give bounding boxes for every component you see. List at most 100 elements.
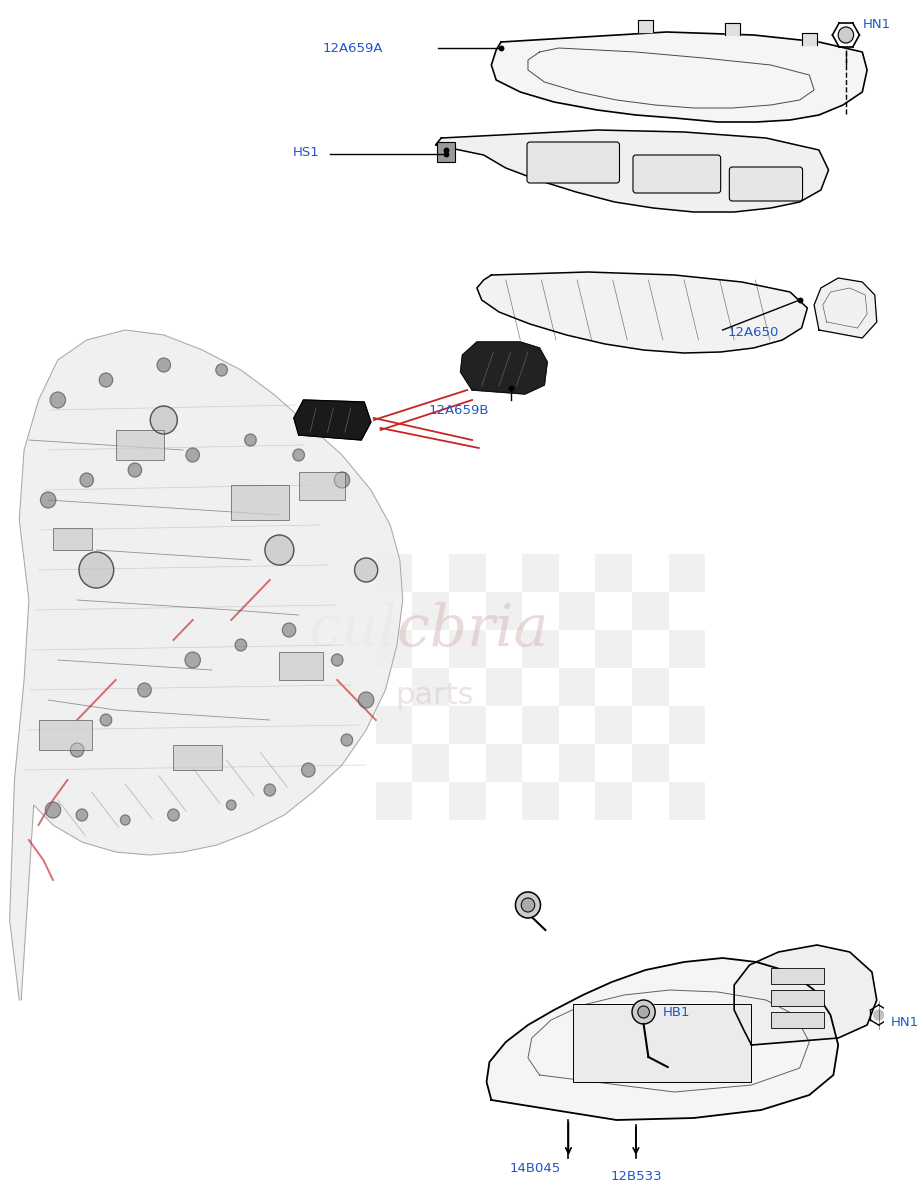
Polygon shape <box>801 32 817 44</box>
Bar <box>559 668 596 706</box>
Circle shape <box>264 784 275 796</box>
Bar <box>375 554 412 592</box>
Circle shape <box>45 802 61 818</box>
Bar <box>522 782 559 820</box>
Circle shape <box>227 800 236 810</box>
Circle shape <box>151 406 177 434</box>
Bar <box>573 1004 752 1082</box>
Circle shape <box>99 373 113 386</box>
Bar <box>437 142 454 162</box>
Bar <box>449 630 486 668</box>
Polygon shape <box>638 20 654 32</box>
Bar <box>771 1012 823 1028</box>
Bar <box>412 744 449 782</box>
Bar <box>375 782 412 820</box>
Text: parts: parts <box>395 680 474 709</box>
Bar <box>231 485 289 520</box>
Circle shape <box>293 449 305 461</box>
Circle shape <box>40 492 56 508</box>
Polygon shape <box>477 272 807 353</box>
Bar <box>559 592 596 630</box>
Bar <box>486 592 522 630</box>
Circle shape <box>874 1010 883 1020</box>
Circle shape <box>76 809 88 821</box>
Bar <box>596 554 632 592</box>
Circle shape <box>100 714 112 726</box>
Bar <box>298 472 345 500</box>
Polygon shape <box>435 130 829 212</box>
Text: HS1: HS1 <box>293 145 319 158</box>
Bar <box>522 630 559 668</box>
Circle shape <box>157 358 171 372</box>
Bar <box>449 706 486 744</box>
Circle shape <box>358 692 374 708</box>
Bar <box>668 630 705 668</box>
Circle shape <box>632 1000 655 1024</box>
Circle shape <box>301 763 315 778</box>
Circle shape <box>354 558 377 582</box>
Bar <box>668 554 705 592</box>
Bar <box>375 630 412 668</box>
Circle shape <box>185 652 200 668</box>
Polygon shape <box>734 946 877 1045</box>
Bar <box>771 990 823 1006</box>
Text: HN1: HN1 <box>862 18 890 31</box>
Text: 12B533: 12B533 <box>610 1170 662 1182</box>
Text: 12A659A: 12A659A <box>323 42 384 54</box>
Bar <box>449 782 486 820</box>
Bar <box>596 630 632 668</box>
Bar <box>116 430 163 460</box>
Polygon shape <box>294 400 371 440</box>
Circle shape <box>838 26 854 43</box>
FancyBboxPatch shape <box>633 155 721 193</box>
Bar <box>174 745 221 770</box>
Polygon shape <box>491 32 868 122</box>
Text: HB1: HB1 <box>663 1006 690 1019</box>
Bar <box>412 668 449 706</box>
Circle shape <box>79 552 114 588</box>
Bar <box>668 782 705 820</box>
Circle shape <box>50 392 65 408</box>
Bar <box>668 706 705 744</box>
Bar <box>596 782 632 820</box>
Circle shape <box>235 638 247 650</box>
Bar <box>596 706 632 744</box>
Polygon shape <box>461 342 547 394</box>
Bar <box>375 706 412 744</box>
Circle shape <box>334 472 350 488</box>
Circle shape <box>186 448 199 462</box>
Bar <box>632 592 668 630</box>
Bar <box>771 968 823 984</box>
Circle shape <box>120 815 130 826</box>
Bar <box>522 554 559 592</box>
Circle shape <box>71 743 84 757</box>
Circle shape <box>283 623 296 637</box>
Circle shape <box>216 364 228 376</box>
Circle shape <box>341 734 353 746</box>
Circle shape <box>265 535 294 565</box>
Bar <box>39 720 92 750</box>
Circle shape <box>138 683 151 697</box>
Bar <box>522 706 559 744</box>
Circle shape <box>331 654 343 666</box>
Circle shape <box>168 809 179 821</box>
Text: culcbria: culcbria <box>308 601 549 659</box>
Polygon shape <box>9 330 403 1000</box>
Bar <box>486 668 522 706</box>
Bar <box>559 744 596 782</box>
Bar <box>449 554 486 592</box>
FancyBboxPatch shape <box>729 167 802 200</box>
Text: HN1: HN1 <box>891 1015 918 1028</box>
Circle shape <box>129 463 141 476</box>
Bar <box>53 528 92 550</box>
Bar <box>279 652 323 680</box>
Bar <box>486 744 522 782</box>
Circle shape <box>638 1006 649 1018</box>
Polygon shape <box>814 278 877 338</box>
Text: 14B045: 14B045 <box>510 1162 561 1175</box>
Bar <box>632 744 668 782</box>
Bar <box>412 592 449 630</box>
Circle shape <box>80 473 94 487</box>
Text: 12A659B: 12A659B <box>429 403 489 416</box>
Polygon shape <box>487 958 838 1120</box>
